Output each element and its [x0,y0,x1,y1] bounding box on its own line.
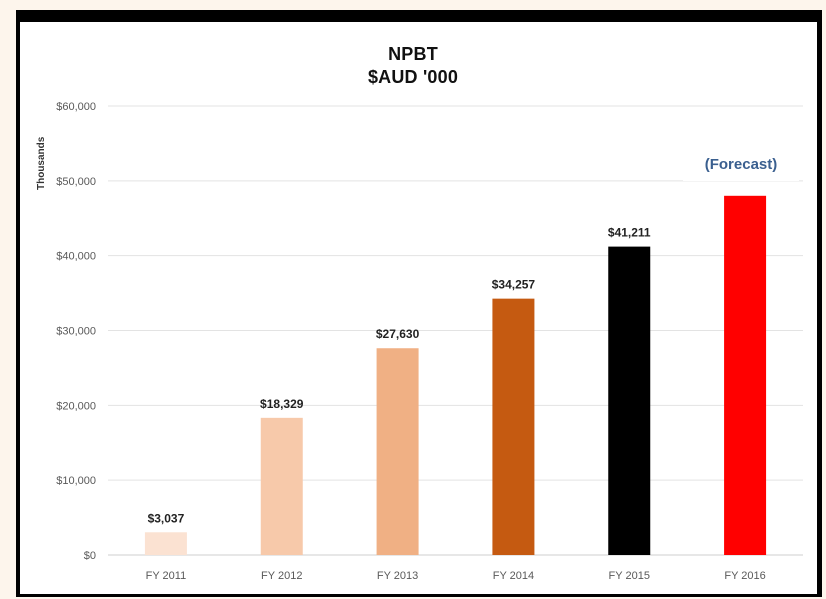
y-tick-label: $50,000 [56,176,96,188]
y-axis-title: Thousands [36,136,47,190]
bar [260,417,303,555]
data-label: $34,257 [492,278,536,292]
chart-title: NPBT [388,44,438,64]
data-label: $41,211 [608,226,651,240]
bar [608,246,651,555]
chart-subtitle: $AUD '000 [367,67,459,87]
bar [144,532,187,555]
y-tick-label: $20,000 [56,400,96,412]
y-tick-label: $40,000 [56,251,96,263]
data-label: $18,329 [260,397,304,411]
y-tick-label: $30,000 [56,326,96,338]
forecast-annotation: (Forecast) [704,156,778,173]
y-tick-label: $0 [84,550,96,562]
bar [376,348,419,555]
bar [492,298,535,555]
y-tick-label: $10,000 [56,475,96,487]
x-tick-label: FY 2014 [493,570,534,582]
x-tick-label: FY 2011 [146,570,187,582]
forecast-annotation-box [683,151,799,181]
x-tick-label: FY 2015 [609,570,650,582]
x-tick-label: FY 2016 [724,570,765,582]
data-label: $27,630 [376,327,420,341]
data-label: $3,037 [148,511,185,525]
x-tick-label: FY 2012 [261,570,302,582]
x-tick-label: FY 2013 [377,570,418,582]
bar [724,195,767,556]
y-tick-label: $60,000 [56,101,96,113]
